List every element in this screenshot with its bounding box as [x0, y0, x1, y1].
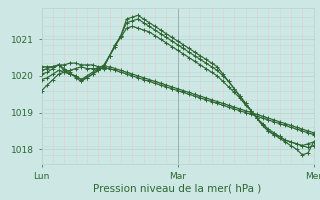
X-axis label: Pression niveau de la mer( hPa ): Pression niveau de la mer( hPa ) [93, 183, 262, 193]
